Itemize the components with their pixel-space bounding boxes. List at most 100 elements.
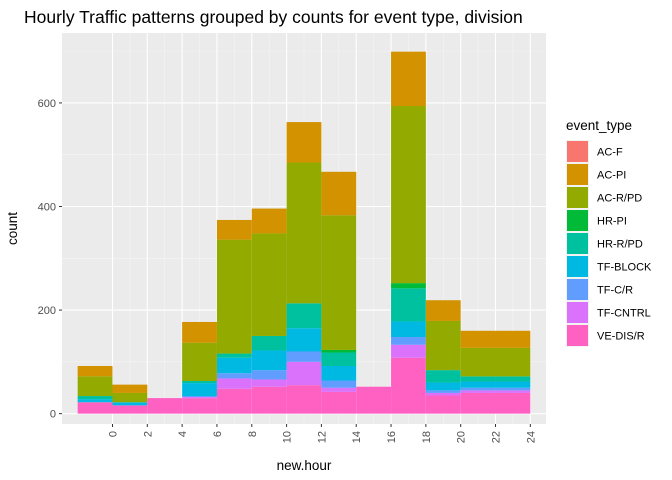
y-tick-label: 600 [38,98,56,110]
bar-segment [182,381,217,384]
legend-label: HR-PI [597,216,627,228]
bar-segment [216,219,252,240]
x-tick-label: 4 [177,431,189,437]
legend-swatch [567,141,588,162]
bar-segment [391,344,426,358]
legend-swatch [567,325,588,346]
bar-segment [286,303,322,329]
bar-segment [495,387,531,391]
bar-segment [321,365,357,381]
y-tick-label: 0 [50,409,56,421]
bar-segment [460,330,496,348]
bar-segment [391,357,426,414]
x-tick-label: 16 [386,431,398,443]
bar-segment [216,388,252,414]
bar-segment [112,402,148,406]
x-tick-label: 22 [491,431,503,443]
bar-segment [286,385,322,414]
legend-label: AC-PI [597,170,626,182]
bar-segment [286,361,322,386]
legend-swatch [567,210,588,231]
bar-segment [425,392,461,396]
x-tick-label: 0 [107,431,119,437]
x-tick-label: 24 [525,431,537,443]
bar-segment [391,283,426,289]
bar-segment [182,396,217,398]
bar-segment [286,122,322,163]
bar-stacks [77,51,531,414]
bar-segment [460,387,496,391]
bar-segment [251,233,287,336]
bar-segment [425,370,461,383]
bar-segment [321,380,357,388]
bar-segment [495,392,531,414]
bar-segment [251,335,287,351]
bar-segment [216,373,252,379]
legend-label: HR-R/PD [597,239,643,251]
bar-segment [77,396,113,400]
legend-label: TF-BLOCK [597,262,652,274]
x-tick-label: 20 [456,431,468,443]
x-tick-label: 12 [316,431,328,443]
bar-segment [216,357,252,374]
bar-segment [216,378,252,389]
bar-segment [495,390,531,393]
y-tick-label: 200 [38,305,56,317]
legend-swatch [567,302,588,323]
bar-segment [391,106,426,284]
bar-segment [460,376,496,382]
bar-segment [112,405,148,414]
chart-title: Hourly Traffic patterns grouped by count… [24,7,523,27]
legend-swatch [567,233,588,254]
x-tick-label: 8 [247,431,259,437]
x-tick-label: 18 [421,431,433,443]
bar-segment [251,350,287,371]
legend-swatch [567,279,588,300]
legend-label: AC-F [597,147,623,159]
bar-segment [182,383,217,397]
bar-segment [321,352,357,366]
x-axis: 0 2 4 6 8 10 12 14 16 18 20 22 24 [107,424,537,443]
bar-segment [251,208,287,234]
legend-swatch [567,187,588,208]
bar-segment [495,381,531,388]
bar-segment [182,342,217,382]
x-tick-label: 14 [351,431,363,443]
bar-segment [391,288,426,322]
legend-swatch [567,256,588,277]
bar-segment [286,351,322,362]
bar-segment [391,321,426,337]
bar-segment [77,399,113,403]
bar-segment [77,365,113,377]
y-axis-title: count [5,212,20,245]
bar-segment [286,162,322,304]
bar-segment [460,347,496,377]
legend-label: VE-DIS/R [597,331,645,343]
bar-segment [321,387,357,392]
bar-segment [182,321,217,343]
x-tick-label: 6 [212,431,224,437]
bar-segment [77,376,113,397]
bar-segment [286,328,322,352]
bar-segment [495,330,531,348]
bar-segment [251,379,287,387]
bar-segment [460,390,496,393]
bar-segment [251,386,287,414]
legend: event_type AC-F AC-PI AC-R/PD HR-PI HR-R/PD T… [566,118,652,347]
bar-segment [182,398,217,414]
bar-segment [425,395,461,414]
bar-segment [321,171,357,216]
bar-segment [112,384,148,393]
x-axis-title: new.hour [277,458,332,473]
y-tick-label: 400 [38,201,56,213]
bar-segment [321,215,357,350]
bar-segment [495,347,531,377]
legend-swatch [567,164,588,185]
x-tick-label: 10 [282,431,294,443]
bar-segment [425,320,461,371]
bar-segment [216,239,252,354]
bar-segment [147,398,183,414]
bar-segment [321,349,357,353]
bar-segment [391,51,426,107]
